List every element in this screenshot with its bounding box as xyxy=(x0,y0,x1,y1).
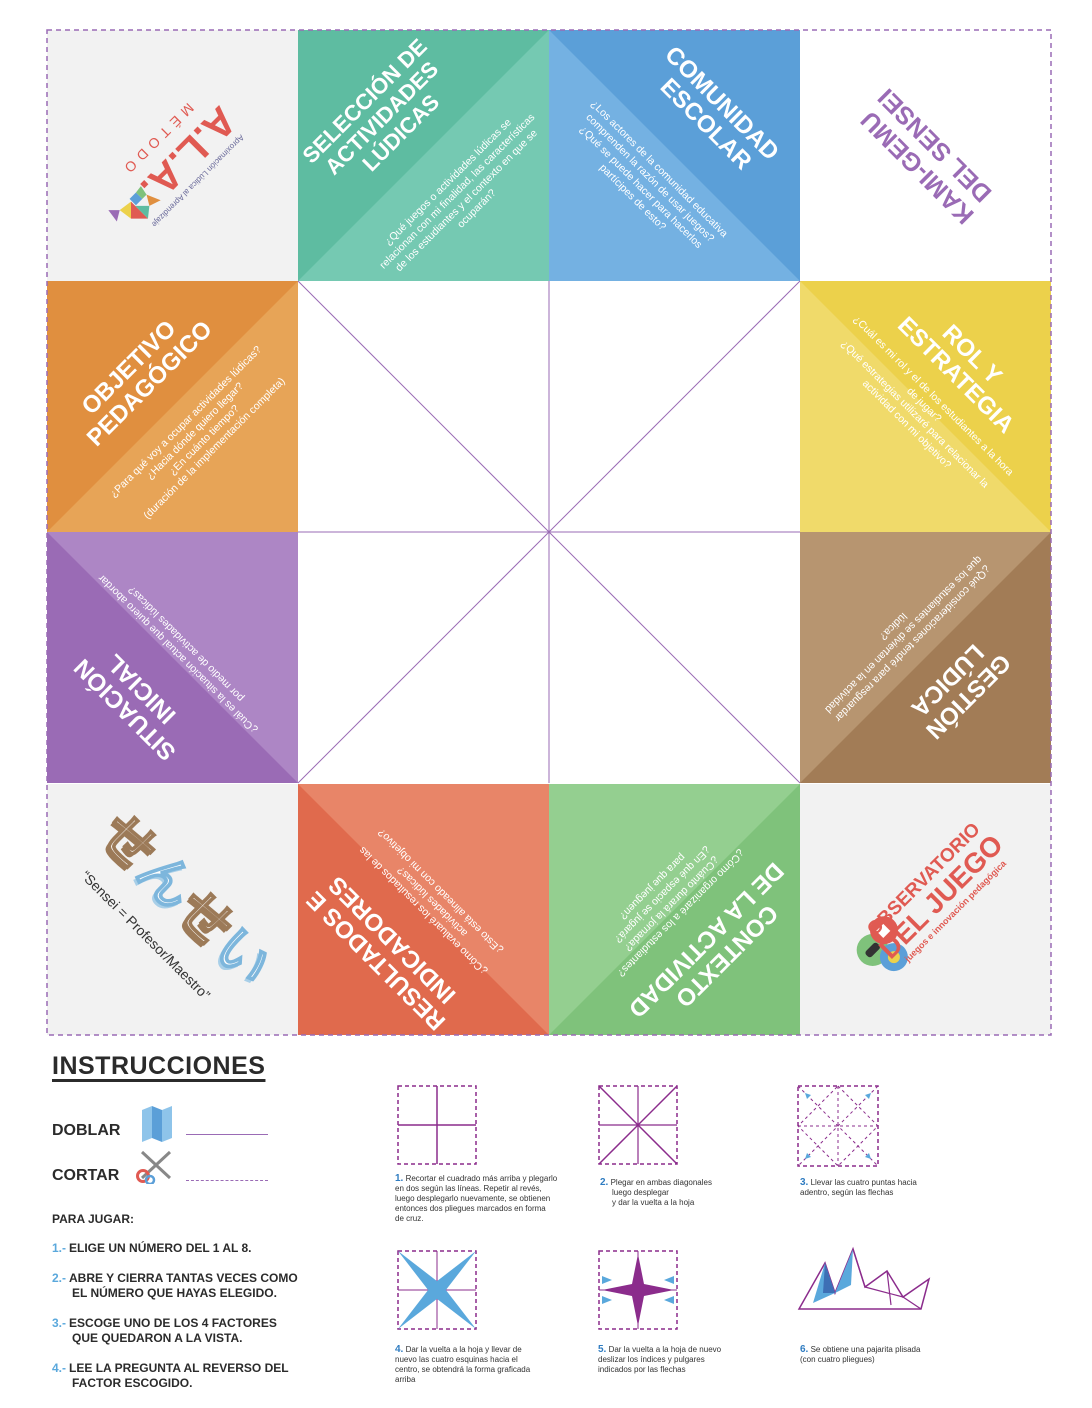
diagram-6-origami-result-icon xyxy=(797,1246,931,1310)
diagram-5-caption: 5. Dar la vuelta a la hoja de nuevo desl… xyxy=(598,1344,722,1375)
step-number: 4.- xyxy=(52,1361,67,1375)
cortar-label: CORTAR xyxy=(52,1167,120,1184)
step-number: 1.- xyxy=(52,1241,67,1255)
tile-resultados xyxy=(298,784,549,1035)
cut-border xyxy=(46,29,1052,1036)
diagram-4-caption: 4. Dar la vuelta a la hoja y llevar de n… xyxy=(395,1344,531,1385)
diagram-2-caption: 2. Plegar en ambas diagonales luego desp… xyxy=(600,1177,712,1208)
diagram-4-blue-star-icon xyxy=(397,1250,477,1330)
diagram-5-purple-star-icon xyxy=(598,1250,678,1330)
tile-contexto xyxy=(549,784,800,1035)
tile-gestion xyxy=(800,532,1051,783)
instructions-title: INSTRUCCIONES xyxy=(52,1052,266,1080)
tile-ala-logo-bg xyxy=(47,30,298,281)
game-circles-icon xyxy=(856,916,908,972)
tile-objetivo xyxy=(47,281,298,532)
tile-observatorio-bg xyxy=(800,784,1051,1035)
diagram-2-diagonal-fold-icon xyxy=(598,1085,678,1165)
step-text: ABRE Y CIERRA TANTAS VECES COMO xyxy=(69,1271,298,1285)
scissors-icon xyxy=(136,1150,172,1184)
cut-line-sample xyxy=(186,1180,268,1181)
step-1: 1.- ELIGE UN NÚMERO DEL 1 AL 8. xyxy=(52,1241,322,1256)
tile-comunidad xyxy=(549,30,800,281)
step-2: 2.- ABRE Y CIERRA TANTAS VECES COMO EL NÚ… xyxy=(52,1271,322,1301)
doblar-label: DOBLAR xyxy=(52,1122,121,1139)
step-number: 2.- xyxy=(52,1271,67,1285)
fold-paper-icon xyxy=(142,1106,172,1142)
center-fold-lines xyxy=(297,280,801,784)
diagram-3-corners-in-icon xyxy=(797,1085,879,1167)
step-3: 3.- ESCOGE UNO DE LOS 4 FACTORES QUE QUED… xyxy=(52,1316,322,1346)
step-text-cont: FACTOR ESCOGIDO. xyxy=(72,1376,193,1390)
step-4: 4.- LEE LA PREGUNTA AL REVERSO DEL FACTOR… xyxy=(52,1361,322,1391)
step-text: LEE LA PREGUNTA AL REVERSO DEL xyxy=(69,1361,289,1375)
step-text: ELIGE UN NÚMERO DEL 1 AL 8. xyxy=(69,1241,252,1255)
diagram-1-caption: 1. Recortar el cuadrado más arriba y ple… xyxy=(395,1173,558,1224)
tangram-bird-icon xyxy=(108,186,161,222)
diagram-6-caption: 6. Se obtiene una pajarita plisada (con … xyxy=(800,1344,921,1365)
step-number: 3.- xyxy=(52,1316,67,1330)
tile-kami-bg xyxy=(800,30,1051,281)
para-jugar-heading: PARA JUGAR: xyxy=(52,1212,135,1226)
step-text-cont: QUE QUEDARON A LA VISTA. xyxy=(72,1331,243,1345)
tile-rol xyxy=(800,281,1051,532)
tile-seleccion xyxy=(298,30,549,281)
diagram-3-caption: 3. Llevar las cuatro puntas hacia adentr… xyxy=(800,1177,917,1198)
step-text-cont: EL NÚMERO QUE HAYAS ELEGIDO. xyxy=(72,1286,277,1300)
diagram-1-cross-fold-icon xyxy=(397,1085,477,1165)
tile-sensei-bg xyxy=(47,784,298,1035)
step-text: ESCOGE UNO DE LOS 4 FACTORES xyxy=(69,1316,277,1330)
fortune-teller-sheet: SELECCIÓN DE ACTIVIDADES LÚDICAS ¿Qué ju… xyxy=(46,29,1052,1036)
tile-situacion xyxy=(47,532,298,783)
fold-line-sample xyxy=(186,1134,268,1135)
